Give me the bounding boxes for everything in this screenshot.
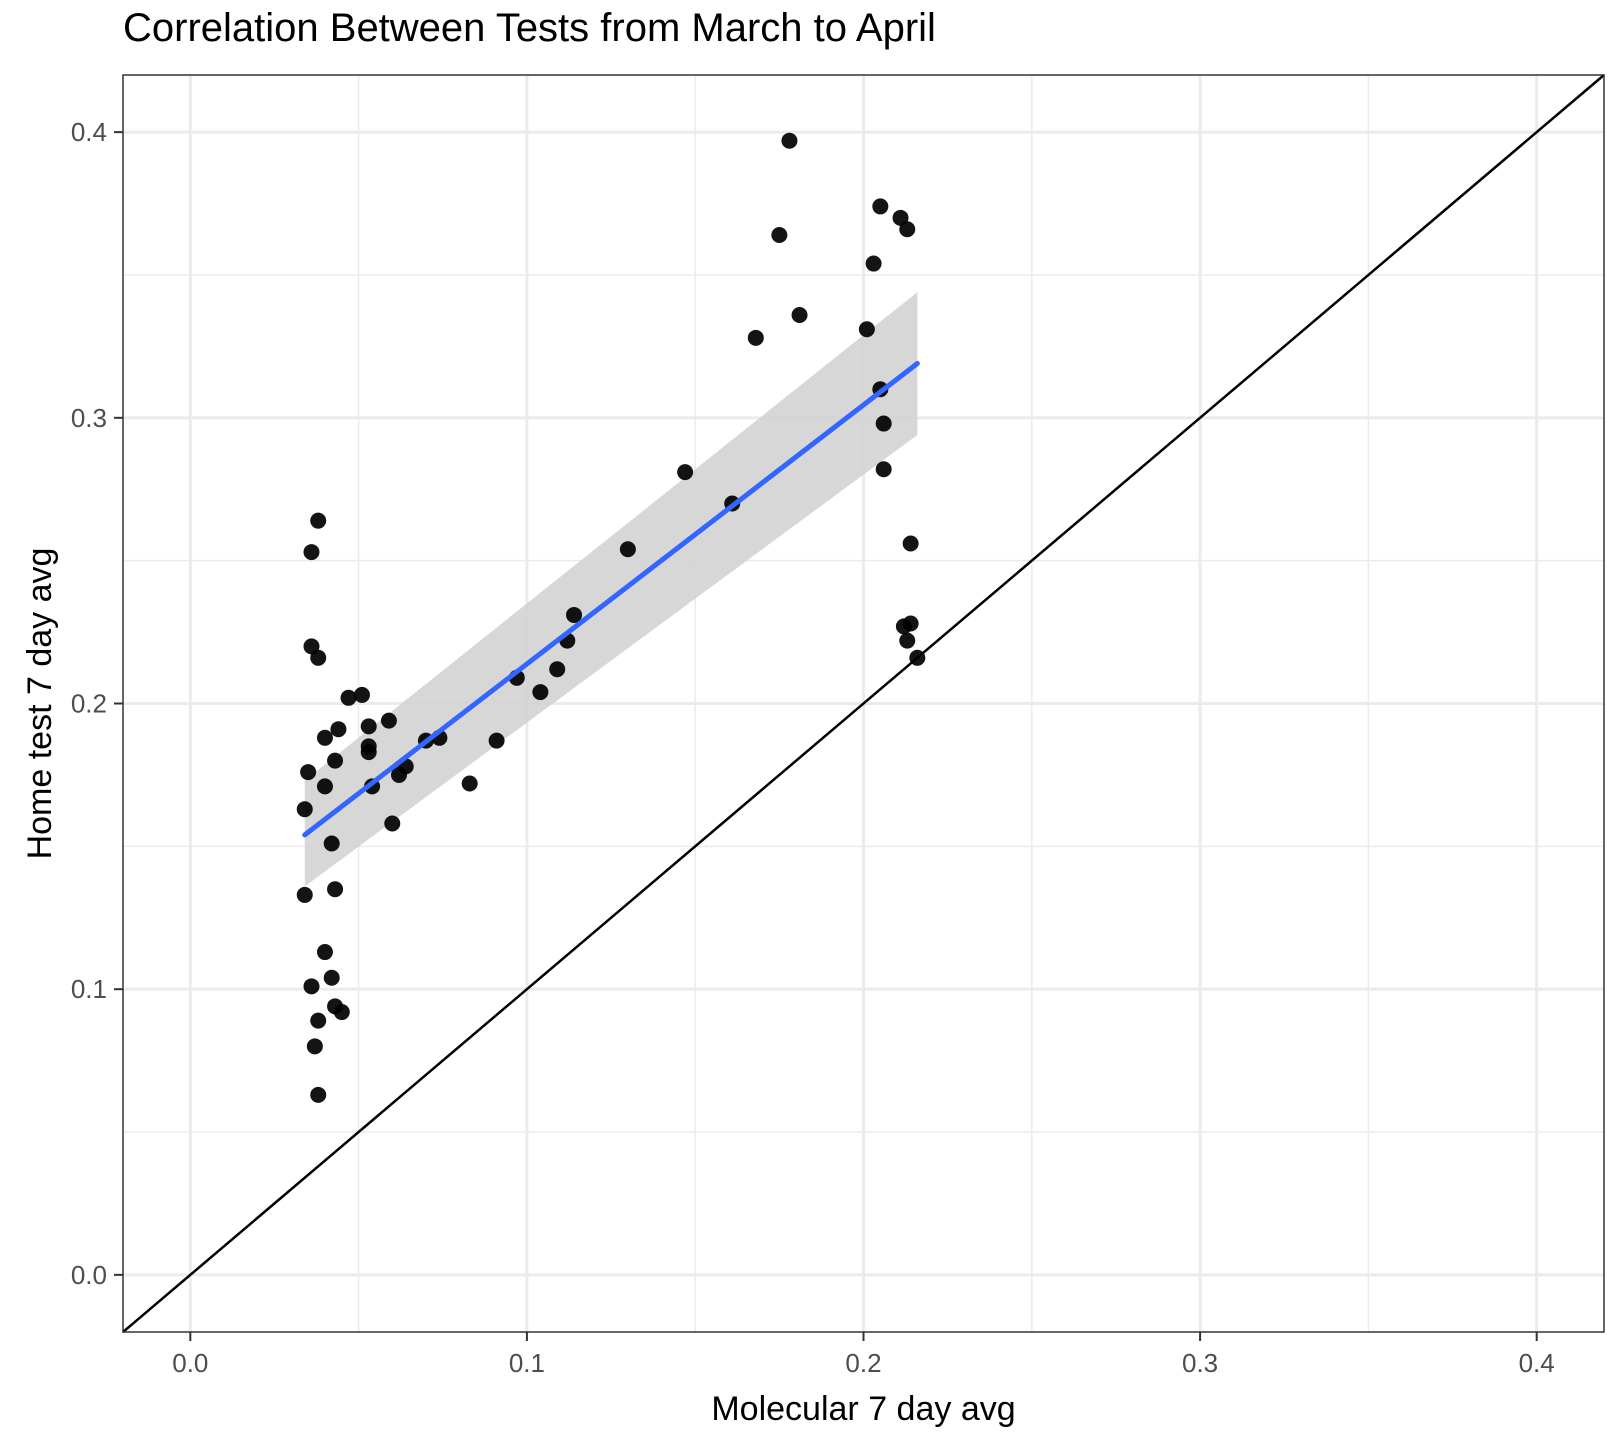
data-point (858, 321, 875, 338)
data-point (303, 544, 320, 561)
y-tick-label: 0.1 (71, 974, 107, 1004)
data-point (316, 778, 333, 795)
x-tick-label: 0.2 (845, 1348, 881, 1378)
data-point (310, 1086, 327, 1103)
data-point (619, 541, 636, 558)
data-point (384, 815, 401, 832)
x-tick-label: 0.3 (1182, 1348, 1218, 1378)
x-tick-label: 0.1 (509, 1348, 545, 1378)
data-point (865, 255, 882, 272)
data-point (340, 689, 357, 706)
data-point (872, 198, 889, 215)
data-point (902, 535, 919, 552)
data-point (310, 512, 327, 529)
data-point (771, 226, 788, 243)
data-point (360, 718, 377, 735)
data-point (316, 944, 333, 961)
data-point (300, 764, 317, 781)
chart-title: Correlation Between Tests from March to … (123, 6, 936, 50)
y-tick-label: 0.4 (71, 117, 107, 147)
y-tick-label: 0.2 (71, 689, 107, 719)
lines-layer (122, 74, 1605, 1333)
data-point (566, 606, 583, 623)
data-point (360, 744, 377, 761)
y-tick-label: 0.0 (71, 1260, 107, 1290)
data-point (306, 1038, 323, 1055)
y-tick-label: 0.3 (71, 403, 107, 433)
data-point (899, 221, 916, 238)
regression-line (302, 361, 920, 838)
data-point (677, 464, 694, 481)
data-point (791, 306, 808, 323)
data-point (488, 732, 505, 749)
data-point (333, 1004, 350, 1021)
x-tick-label: 0.0 (172, 1348, 208, 1378)
data-point (549, 661, 566, 678)
data-point (461, 775, 478, 792)
data-point (781, 132, 798, 149)
data-point (327, 752, 344, 769)
data-point (875, 415, 892, 432)
data-point (310, 649, 327, 666)
data-point (310, 1012, 327, 1029)
confidence-band-layer (304, 292, 918, 887)
data-point (875, 461, 892, 478)
data-point (327, 881, 344, 898)
y-axis-title: Home test 7 day avg (21, 548, 59, 860)
data-point (747, 329, 764, 346)
identity-line (122, 74, 1605, 1333)
data-point (330, 721, 347, 738)
data-point (895, 618, 912, 635)
data-point (323, 835, 340, 852)
data-point (296, 886, 313, 903)
data-point (532, 684, 549, 701)
x-tick-label: 0.4 (1519, 1348, 1555, 1378)
data-point (899, 632, 916, 649)
points-layer (296, 132, 926, 1103)
x-axis-title: Molecular 7 day avg (711, 1390, 1015, 1428)
data-point (323, 969, 340, 986)
data-point (316, 729, 333, 746)
data-point (296, 801, 313, 818)
data-point (353, 686, 370, 703)
confidence-band (304, 292, 918, 887)
data-point (380, 712, 397, 729)
axis-ticks: 0.0 0.1 0.2 0.3 0.4 0.0 0.1 0.2 0.3 0.4 (71, 117, 1555, 1378)
data-point (303, 978, 320, 995)
data-point (391, 766, 408, 783)
